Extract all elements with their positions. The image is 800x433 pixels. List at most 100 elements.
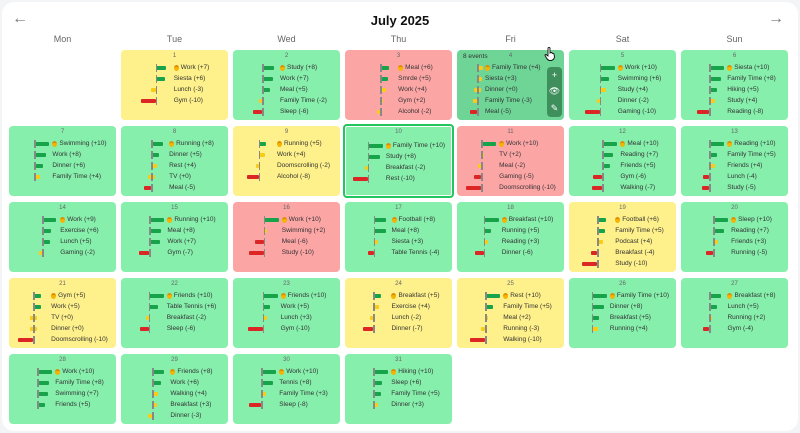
event-item[interactable]: Lunch (+5) [693, 301, 775, 312]
event-item[interactable]: Tennis (+8) [245, 377, 328, 388]
event-item[interactable]: Walking (-7) [586, 182, 658, 193]
event-item[interactable]: Work (+10) [21, 366, 104, 377]
day-cell-6[interactable]: 6 Siesta (+10) Family Time (+8) Hiking (+5)… [681, 50, 788, 120]
event-item[interactable]: Running (+5) [468, 225, 554, 236]
event-item[interactable]: Swimming (+6) [584, 73, 661, 84]
event-item[interactable]: Lunch (-4) [693, 171, 776, 182]
event-item[interactable]: Breakfast (-2) [133, 312, 217, 323]
event-item[interactable]: Study (-10) [581, 258, 664, 269]
day-cell-15[interactable]: 15 Running (+10) Meal (+8) Work (+7) Gym (-7… [121, 202, 228, 272]
event-item[interactable]: Family Time (+8) [21, 377, 104, 388]
event-item[interactable]: Football (+8) [358, 214, 440, 225]
day-cell-29[interactable]: 29 Friends (+8) Work (+6) Walking (+4) Break… [121, 354, 228, 424]
event-item[interactable]: Gaming (-10) [584, 106, 662, 117]
event-item[interactable]: Gym (+5) [17, 290, 108, 301]
event-item[interactable]: Siesta (+10) [693, 62, 776, 73]
event-item[interactable]: Meal (+8) [133, 225, 215, 236]
edit-icon[interactable]: ✎ [550, 103, 559, 113]
event-item[interactable]: Meal (-6) [248, 236, 326, 247]
event-item[interactable]: Dinner (+3) [357, 399, 440, 410]
event-item[interactable]: Study (-5) [693, 182, 776, 193]
event-item[interactable]: Dinner (-7) [357, 323, 439, 334]
event-item[interactable]: Running (-3) [469, 323, 552, 334]
event-item[interactable]: Family Time (+4) [18, 171, 106, 182]
event-item[interactable]: Sleep (+10) [697, 214, 772, 225]
day-cell-26[interactable]: 26 Family Time (+10) Dinner (+8) Breakfast … [569, 278, 676, 348]
event-item[interactable]: Friends (+5) [586, 160, 658, 171]
event-item[interactable]: Reading (+7) [697, 225, 772, 236]
event-item[interactable]: Siesta (+3) [358, 236, 440, 247]
event-item[interactable]: Table Tennis (+6) [133, 301, 216, 312]
event-item[interactable]: Friends (+10) [133, 290, 217, 301]
event-item[interactable]: Running (-5) [697, 247, 772, 258]
event-item[interactable]: Study (+8) [246, 62, 327, 73]
event-item[interactable]: Work (+10) [465, 138, 556, 149]
event-item[interactable]: Alcohol (-2) [364, 106, 433, 117]
event-item[interactable]: Meal (+6) [364, 62, 433, 73]
event-item[interactable]: Rest (+4) [135, 160, 214, 171]
event-item[interactable]: Gym (-10) [247, 323, 327, 334]
event-item[interactable]: Friends (+5) [21, 399, 104, 410]
event-item[interactable]: TV (+2) [465, 149, 556, 160]
event-item[interactable]: Breakfast (+5) [357, 290, 440, 301]
event-item[interactable]: Family Time (+5) [469, 301, 552, 312]
event-item[interactable]: Friends (+4) [693, 160, 776, 171]
event-item[interactable]: Smrde (+5) [364, 73, 433, 84]
event-item[interactable]: Gym (-6) [586, 171, 658, 182]
view-icon[interactable]: 👁 [548, 86, 561, 96]
day-cell-8[interactable]: 8 Running (+8) Dinner (+5) Rest (+4) TV (+0)… [121, 126, 228, 196]
event-item[interactable]: Gym (-4) [693, 323, 775, 334]
event-item[interactable]: Work (+5) [17, 301, 108, 312]
event-item[interactable]: Family Time (+10) [352, 140, 445, 151]
event-item[interactable]: Podcast (+4) [581, 236, 664, 247]
event-item[interactable]: Reading (+7) [586, 149, 658, 160]
day-cell-1[interactable]: 1 Work (+7) Siesta (+6) Lunch (-3) Gym (-10) [121, 50, 228, 120]
day-cell-7[interactable]: 7 Swimming (+10) Work (+8) Dinner (+6) Famil… [9, 126, 116, 196]
event-item[interactable]: Work (+5) [247, 301, 327, 312]
event-item[interactable]: Sleep (-8) [245, 399, 328, 410]
event-item[interactable]: Family Time (+5) [357, 388, 440, 399]
event-item[interactable]: Football (+6) [581, 214, 664, 225]
event-item[interactable]: Dinner (+0) [461, 84, 541, 95]
event-item[interactable]: Sleep (-6) [133, 323, 217, 334]
event-item[interactable]: Gaming (-2) [26, 247, 98, 258]
event-item[interactable]: TV (+0) [135, 171, 214, 182]
day-cell-14[interactable]: 14 Work (+9) Exercise (+6) Lunch (+5) Gaming… [9, 202, 116, 272]
event-item[interactable]: Swimming (+2) [248, 225, 325, 236]
event-item[interactable]: Reading (+3) [468, 236, 554, 247]
event-item[interactable]: Family Time (-3) [461, 95, 541, 106]
event-item[interactable]: Family Time (-2) [246, 95, 327, 106]
event-item[interactable]: Gym (-10) [140, 95, 210, 106]
event-item[interactable]: Exercise (+4) [357, 301, 439, 312]
event-item[interactable]: Siesta (+6) [140, 73, 210, 84]
event-item[interactable]: Breakfast (-4) [581, 247, 664, 258]
day-cell-27[interactable]: 27 Breakfast (+8) Lunch (+5) Running (+2) Gy… [681, 278, 788, 348]
event-item[interactable]: Friends (+8) [136, 366, 213, 377]
event-item[interactable]: Work (+10) [245, 366, 328, 377]
day-cell-16[interactable]: 16 Work (+10) Swimming (+2) Meal (-6) Study … [233, 202, 340, 272]
event-item[interactable]: Siesta (+3) [461, 73, 541, 84]
event-item[interactable]: Study (+8) [352, 151, 445, 162]
event-item[interactable]: Rest (-10) [352, 173, 445, 184]
event-item[interactable]: Gym (-7) [133, 247, 215, 258]
event-item[interactable]: Meal (+8) [358, 225, 440, 236]
day-cell-28[interactable]: 28 Work (+10) Family Time (+8) Swimming (+7… [9, 354, 116, 424]
event-item[interactable]: Swimming (+7) [21, 388, 104, 399]
event-item[interactable]: Lunch (+5) [26, 236, 98, 247]
day-cell-18[interactable]: 18 Breakfast (+10) Running (+5) Reading (+3… [457, 202, 564, 272]
event-item[interactable]: Meal (-2) [465, 160, 556, 171]
event-item[interactable]: Work (+8) [18, 149, 106, 160]
event-item[interactable]: Doomscrolling (-10) [465, 182, 556, 193]
event-item[interactable]: Reading (-8) [693, 106, 776, 117]
event-item[interactable]: Work (+7) [133, 236, 215, 247]
event-item[interactable]: Walking (+4) [136, 388, 212, 399]
event-item[interactable]: Dinner (+5) [135, 149, 214, 160]
day-cell-21[interactable]: 21 Gym (+5) Work (+5) TV (+0) Dinner (+0) Doo… [9, 278, 116, 348]
event-item[interactable]: Work (+10) [248, 214, 326, 225]
day-cell-17[interactable]: 17 Football (+8) Meal (+8) Siesta (+3) Table… [345, 202, 452, 272]
event-item[interactable]: Running (+8) [135, 138, 214, 149]
event-item[interactable]: Meal (+5) [246, 84, 327, 95]
event-item[interactable]: Reading (+10) [693, 138, 776, 149]
event-item[interactable]: Friends (+3) [697, 236, 772, 247]
event-item[interactable]: Hiking (+10) [357, 366, 440, 377]
